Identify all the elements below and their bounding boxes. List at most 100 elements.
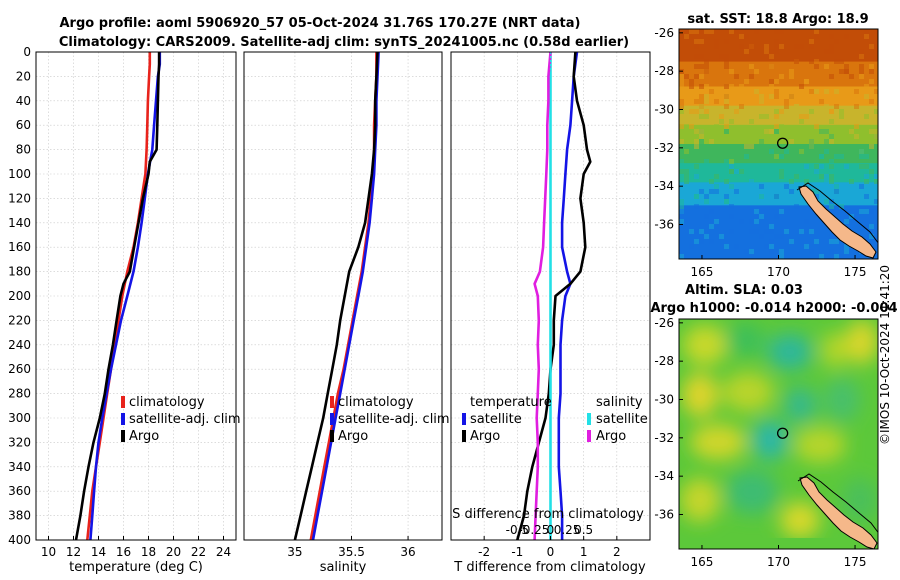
sst-pixel xyxy=(689,244,694,249)
sst-pixel xyxy=(869,99,874,104)
sst-pixel xyxy=(704,84,709,89)
sst-pixel xyxy=(774,94,779,99)
depth-tick-label: 180 xyxy=(8,265,31,279)
series-line-argo xyxy=(74,52,161,540)
sst-pixel xyxy=(839,114,844,119)
sst-pixel xyxy=(814,89,819,94)
sst-pixel xyxy=(844,69,849,74)
sst-pixel xyxy=(679,109,684,114)
sst-pixel xyxy=(724,179,729,184)
x-tick-label: -1 xyxy=(511,545,523,559)
sst-pixel xyxy=(859,69,864,74)
sst-pixel xyxy=(874,134,878,139)
sst-pixel xyxy=(689,29,694,34)
sst-pixel xyxy=(714,44,719,49)
sst-pixel xyxy=(729,29,734,34)
sst-pixel xyxy=(744,249,749,254)
sst-pixel xyxy=(724,94,729,99)
sst-pixel xyxy=(814,239,819,244)
sst-pixel xyxy=(739,34,744,39)
top-x-tick-label: -0.25 xyxy=(518,523,549,537)
top-x-tick-label: -0.5 xyxy=(506,523,529,537)
sst-pixel xyxy=(789,94,794,99)
depth-tick-label: 220 xyxy=(8,313,31,327)
sst-pixel xyxy=(679,139,684,144)
sst-pixel xyxy=(834,189,839,194)
sst-pixel xyxy=(699,229,704,234)
sst-pixel xyxy=(784,99,789,104)
sst-pixel xyxy=(854,134,859,139)
sst-pixel xyxy=(699,94,704,99)
depth-tick-label: 360 xyxy=(8,484,31,498)
sst-pixel xyxy=(864,114,869,119)
sst-pixel xyxy=(789,189,794,194)
sst-pixel xyxy=(864,194,869,199)
sst-pixel xyxy=(824,64,829,69)
sst-pixel xyxy=(844,244,849,249)
x-tick-label: 14 xyxy=(91,545,106,559)
sst-pixel xyxy=(684,169,689,174)
top-x-tick-label: 0.25 xyxy=(554,523,581,537)
sst-pixel xyxy=(764,229,769,234)
sst-pixel xyxy=(679,104,684,109)
sst-pixel xyxy=(814,59,819,64)
sst-pixel xyxy=(864,34,869,39)
series-line-t-satellite xyxy=(557,52,579,540)
depth-tick-label: 0 xyxy=(23,45,31,59)
sst-pixel xyxy=(709,179,714,184)
sst-pixel xyxy=(859,209,864,214)
sst-pixel xyxy=(774,154,779,159)
sst-pixel xyxy=(829,234,834,239)
map-x-tick-label: 170 xyxy=(767,265,790,279)
sst-pixel xyxy=(814,29,819,34)
sla-coast-outline xyxy=(797,473,878,534)
sst-pixel xyxy=(859,54,864,59)
sst-pixel xyxy=(729,214,734,219)
sst-pixel xyxy=(759,194,764,199)
sst-pixel xyxy=(714,224,719,229)
sst-pixel xyxy=(759,214,764,219)
sst-pixel xyxy=(864,164,869,169)
salinity-xlabel: salinity xyxy=(320,560,367,575)
sst-pixel xyxy=(809,109,814,114)
sst-pixel xyxy=(724,194,729,199)
sst-pixel xyxy=(754,29,759,34)
sst-pixel xyxy=(719,54,724,59)
sst-pixel xyxy=(834,39,839,44)
sst-pixel xyxy=(804,219,809,224)
sst-pixel xyxy=(749,44,754,49)
sst-pixel xyxy=(834,59,839,64)
sst-pixel xyxy=(834,184,839,189)
sst-pixel xyxy=(684,124,689,129)
sst-pixel xyxy=(704,69,709,74)
sst-pixel xyxy=(859,74,864,79)
sst-pixel xyxy=(839,69,844,74)
sla-map-panel: Altim. SLA: 0.03 Argo h1000: -0.014 h200… xyxy=(650,283,897,569)
sst-pixel xyxy=(779,169,784,174)
sst-pixel xyxy=(754,209,759,214)
sst-pixel xyxy=(814,169,819,174)
sst-pixel xyxy=(779,44,784,49)
sst-pixel xyxy=(684,174,689,179)
sst-pixel xyxy=(824,179,829,184)
sst-pixel xyxy=(829,174,834,179)
sst-pixel xyxy=(724,199,729,204)
sst-pixel xyxy=(834,89,839,94)
sst-pixel xyxy=(749,229,754,234)
temperature-diff-legend: temperature satellite Argo xyxy=(462,395,552,444)
sst-pixel xyxy=(864,29,869,34)
sst-pixel xyxy=(759,114,764,119)
sst-pixel xyxy=(724,124,729,129)
sst-pixel xyxy=(829,74,834,79)
sst-pixel xyxy=(844,34,849,39)
sst-pixel xyxy=(709,209,714,214)
legend-label-s-argo: Argo xyxy=(596,429,626,444)
difference-top-label: S difference from climatology xyxy=(452,507,644,522)
depth-tick-label: 40 xyxy=(16,94,31,108)
sst-pixel xyxy=(839,59,844,64)
sst-pixel xyxy=(839,109,844,114)
sst-pixel xyxy=(819,99,824,104)
map-y-tick-label: -36 xyxy=(654,508,674,522)
map-y-tick-label: -26 xyxy=(654,26,674,40)
sst-pixel xyxy=(874,89,878,94)
